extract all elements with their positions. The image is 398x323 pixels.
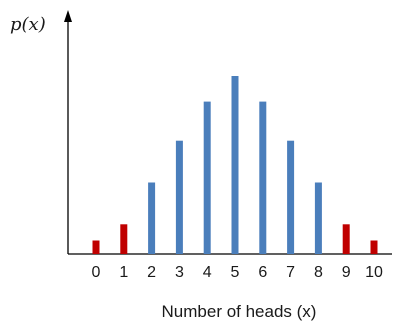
bar-10 [370, 240, 378, 254]
x-tick-label-6: 6 [258, 264, 267, 281]
x-tick-label-2: 2 [147, 264, 156, 281]
bar-0 [92, 240, 100, 254]
y-axis-arrow [64, 10, 72, 22]
bar-8 [314, 182, 322, 254]
x-axis-label: Number of heads (x) [162, 302, 317, 321]
x-tick-labels: 0 1 2 3 4 5 6 7 8 9 10 [92, 264, 383, 281]
x-tick-label-1: 1 [119, 264, 128, 281]
x-tick-label-7: 7 [286, 264, 295, 281]
bar-6 [259, 101, 267, 254]
bar-9 [342, 224, 350, 254]
x-tick-label-4: 4 [203, 264, 212, 281]
bar-7 [287, 140, 295, 254]
x-tick-label-5: 5 [231, 264, 240, 281]
y-axis-label: p(x) [10, 14, 46, 35]
x-tick-label-10: 10 [365, 264, 383, 281]
x-tick-label-0: 0 [92, 264, 101, 281]
bar-1 [120, 224, 128, 254]
bars [92, 76, 378, 254]
bar-5 [231, 76, 239, 254]
bar-3 [175, 140, 183, 254]
x-tick-label-8: 8 [314, 264, 323, 281]
x-tick-label-3: 3 [175, 264, 184, 281]
bar-4 [203, 101, 211, 254]
x-tick-label-9: 9 [342, 264, 351, 281]
bar-2 [148, 182, 156, 254]
